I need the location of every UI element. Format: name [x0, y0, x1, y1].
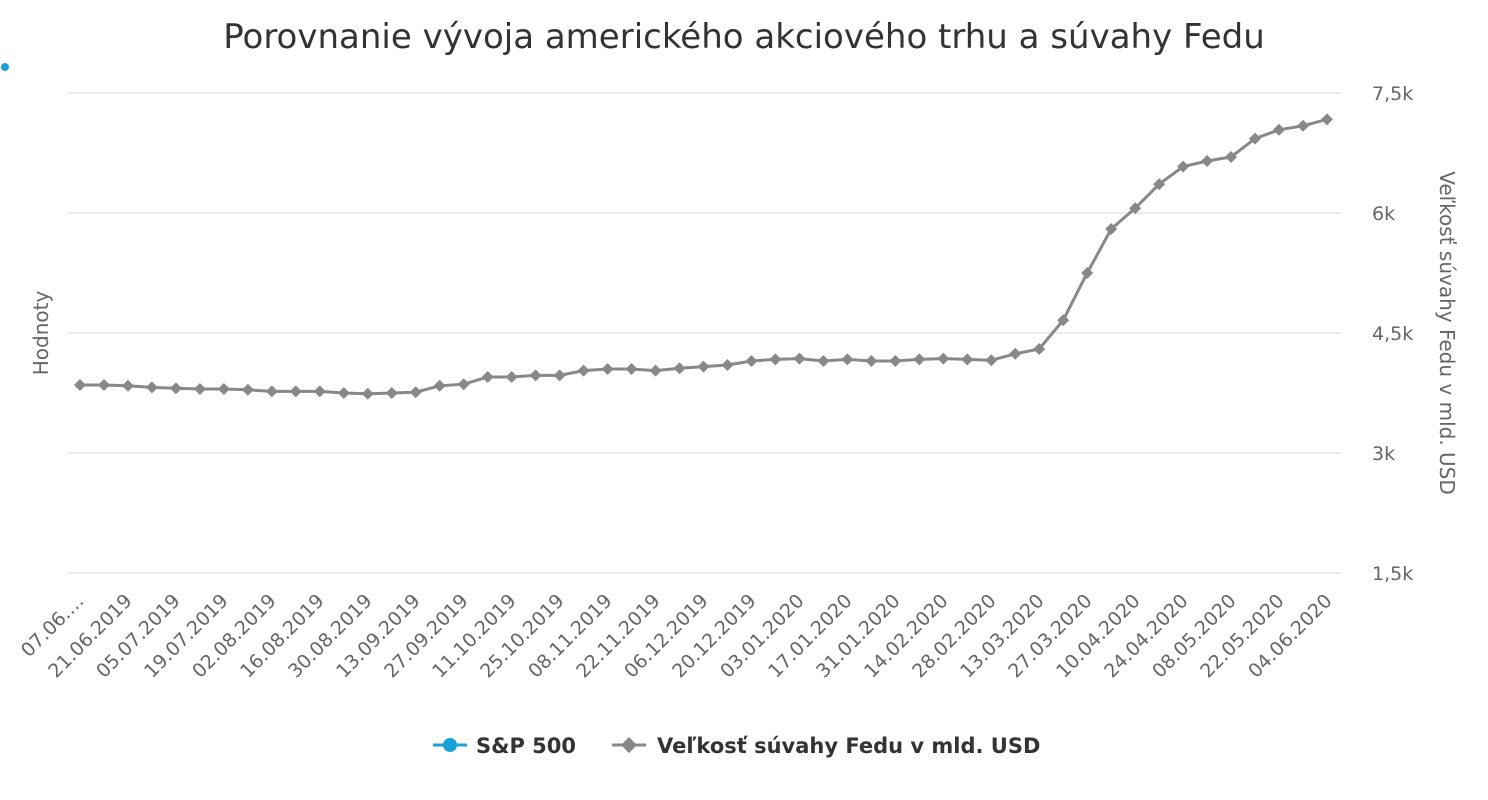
y-tick-label: 6k [1372, 203, 1395, 225]
fed-balance-point[interactable] [337, 387, 350, 399]
fed-balance-point[interactable] [193, 383, 206, 395]
gridlines [68, 92, 1342, 574]
fed-balance-point[interactable] [889, 355, 902, 367]
y-tick-label: 3k [1372, 443, 1395, 465]
fed-balance-point[interactable] [457, 378, 470, 391]
fed-balance-point[interactable] [769, 353, 782, 366]
fed-balance-point[interactable] [553, 369, 566, 382]
legend-item-sp500[interactable]: S&P 500 [433, 734, 576, 758]
series-fed-balance [74, 113, 1333, 400]
fed-balance-point[interactable] [241, 383, 254, 396]
fed-balance-point[interactable] [649, 364, 662, 377]
fed-balance-point[interactable] [985, 354, 998, 367]
fed-balance-point[interactable] [145, 381, 158, 394]
fed-balance-point[interactable] [313, 385, 326, 398]
fed-balance-point[interactable] [433, 379, 446, 392]
y-tick-label: 1,5k [1372, 563, 1413, 585]
fed-balance-point[interactable] [1297, 119, 1310, 132]
fed-balance-point[interactable] [697, 360, 710, 373]
fed-balance-point[interactable] [505, 371, 518, 383]
fed-balance-point[interactable] [817, 355, 830, 367]
fed-balance-point[interactable] [481, 371, 494, 383]
y-tick-label: 4,5k [1372, 323, 1413, 345]
legend: S&P 500 Veľkosť súvahy Fedu v mld. USD [433, 734, 1040, 758]
fed-balance-point[interactable] [865, 355, 878, 367]
fed-balance-point[interactable] [1033, 343, 1046, 355]
fed-balance-point[interactable] [913, 353, 926, 366]
x-axis-ticks: 07.06.…21.06.201905.07.201919.07.201902.… [17, 590, 1337, 682]
fed-balance-point[interactable] [625, 363, 638, 375]
fed-balance-point[interactable] [721, 359, 734, 371]
fed-balance-point[interactable] [793, 352, 806, 365]
fed-balance-point[interactable] [1225, 151, 1238, 163]
fed-balance-point[interactable] [1201, 155, 1214, 167]
fed-balance-point[interactable] [361, 387, 374, 400]
fed-balance-point[interactable] [1273, 123, 1286, 136]
fed-balance-point[interactable] [1105, 223, 1118, 235]
fed-balance-point[interactable] [1321, 113, 1333, 126]
fed-balance-point[interactable] [1153, 178, 1166, 191]
fed-balance-point[interactable] [529, 369, 542, 382]
fed-balance-point[interactable] [961, 353, 974, 366]
fed-balance-point[interactable] [409, 386, 422, 399]
fed-balance-point[interactable] [265, 385, 278, 398]
fed-balance-point[interactable] [577, 364, 590, 377]
y-tick-label: 7,5k [1372, 83, 1413, 105]
fed-balance-point[interactable] [1129, 202, 1142, 215]
y-axis-left-title: Hodnoty [29, 291, 53, 376]
fed-balance-point[interactable] [1057, 314, 1070, 327]
fed-balance-point[interactable] [97, 379, 110, 391]
fed-balance-point[interactable] [289, 385, 302, 398]
fed-balance-point[interactable] [217, 383, 230, 395]
fed-balance-line [80, 117, 1328, 396]
y-axis-right-ticks: 1,5k 3k 4,5k 6k 7,5k [1372, 83, 1413, 585]
fed-balance-point[interactable] [673, 362, 686, 375]
legend-sp500-marker [443, 738, 457, 752]
legend-fed-label: Veľkosť súvahy Fedu v mld. USD [657, 734, 1040, 758]
fed-balance-point[interactable] [169, 382, 182, 395]
fed-balance-point[interactable] [1081, 267, 1094, 279]
fed-balance-point[interactable] [74, 379, 86, 391]
legend-sp500-label: S&P 500 [476, 734, 576, 758]
fed-balance-point[interactable] [1009, 347, 1022, 360]
fed-balance-point[interactable] [1249, 132, 1262, 145]
y-axis-right-title: Veľkosť súvahy Fedu v mld. USD [1435, 171, 1459, 495]
fed-balance-point[interactable] [937, 352, 950, 365]
sp500-stray-marker [1, 63, 9, 71]
legend-fed-marker [621, 737, 637, 753]
fed-balance-point[interactable] [841, 353, 854, 366]
fed-balance-point[interactable] [1177, 160, 1190, 173]
fed-balance-point[interactable] [745, 355, 758, 367]
fed-balance-point[interactable] [601, 363, 614, 375]
legend-item-fed-balance[interactable]: Veľkosť súvahy Fedu v mld. USD [612, 734, 1040, 758]
chart-title: Porovnanie vývoja amerického akciového t… [223, 17, 1265, 57]
fed-balance-point[interactable] [121, 379, 134, 392]
fed-balance-point[interactable] [385, 387, 398, 399]
